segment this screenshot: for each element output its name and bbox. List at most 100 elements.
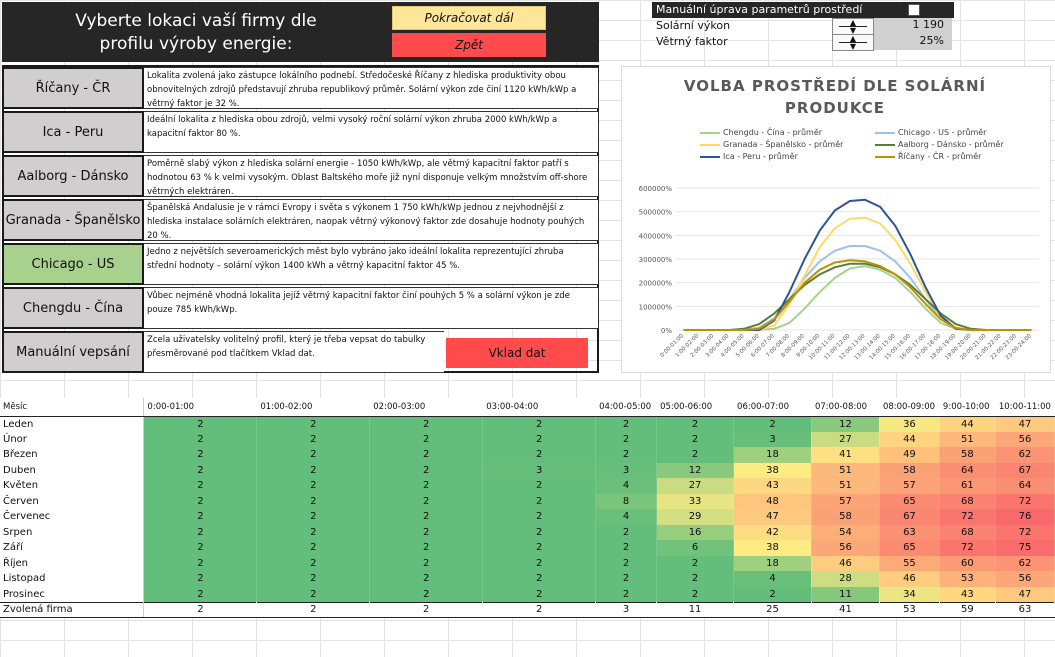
- value-cell[interactable]: 16: [656, 524, 735, 540]
- value-cell[interactable]: 3: [595, 462, 658, 478]
- hour-column-header[interactable]: 0:00-01:00: [143, 398, 258, 417]
- value-cell[interactable]: 8: [595, 493, 658, 509]
- value-cell[interactable]: 2: [369, 571, 484, 587]
- value-cell[interactable]: 28: [811, 571, 880, 587]
- value-cell[interactable]: 2: [256, 540, 371, 556]
- location-button-ricany[interactable]: Říčany - ČR: [2, 67, 144, 109]
- value-cell[interactable]: 72: [939, 509, 996, 525]
- value-cell[interactable]: 2: [656, 555, 735, 571]
- back-button[interactable]: Zpět: [392, 33, 546, 57]
- value-cell[interactable]: 72: [939, 540, 996, 556]
- value-cell[interactable]: 12: [811, 416, 880, 432]
- value-cell[interactable]: 2: [143, 431, 258, 447]
- value-cell[interactable]: 2: [656, 431, 735, 447]
- month-cell[interactable]: Srpen: [0, 524, 145, 540]
- value-cell[interactable]: 51: [811, 462, 880, 478]
- selected-company-value[interactable]: 2: [369, 601, 484, 618]
- value-cell[interactable]: 2: [369, 509, 484, 525]
- value-cell[interactable]: 2: [482, 431, 597, 447]
- value-cell[interactable]: 2: [369, 524, 484, 540]
- location-button-granada[interactable]: Granada - Španělsko: [2, 199, 144, 241]
- selected-company-value[interactable]: 2: [143, 601, 258, 618]
- value-cell[interactable]: 75: [995, 540, 1055, 556]
- value-cell[interactable]: 2: [143, 571, 258, 587]
- value-cell[interactable]: 2: [256, 447, 371, 463]
- selected-company-value[interactable]: 25: [733, 601, 812, 618]
- solar-power-value[interactable]: 1 190: [874, 18, 952, 34]
- value-cell[interactable]: 2: [369, 462, 484, 478]
- month-cell[interactable]: Prosinec: [0, 586, 145, 602]
- hour-column-header[interactable]: 05:00-06:00: [656, 398, 735, 417]
- value-cell[interactable]: 58: [811, 509, 880, 525]
- value-cell[interactable]: 2: [369, 416, 484, 432]
- value-cell[interactable]: 62: [995, 447, 1055, 463]
- solar-power-spinner[interactable]: ▲ ▼: [832, 18, 874, 35]
- value-cell[interactable]: 38: [733, 462, 812, 478]
- hour-column-header[interactable]: 10:00-11:00: [995, 398, 1055, 417]
- value-cell[interactable]: 2: [143, 493, 258, 509]
- value-cell[interactable]: 34: [879, 586, 940, 602]
- value-cell[interactable]: 2: [369, 447, 484, 463]
- value-cell[interactable]: 58: [879, 462, 940, 478]
- value-cell[interactable]: 2: [595, 524, 658, 540]
- value-cell[interactable]: 44: [879, 431, 940, 447]
- value-cell[interactable]: 2: [143, 416, 258, 432]
- location-button-aalborg[interactable]: Aalborg - Dánsko: [2, 155, 144, 197]
- month-cell[interactable]: Leden: [0, 416, 145, 432]
- value-cell[interactable]: 2: [143, 462, 258, 478]
- value-cell[interactable]: 43: [733, 478, 812, 494]
- month-cell[interactable]: Březen: [0, 447, 145, 463]
- value-cell[interactable]: 2: [482, 586, 597, 602]
- value-cell[interactable]: 2: [369, 493, 484, 509]
- chart-area[interactable]: [621, 66, 1051, 373]
- wind-factor-value[interactable]: 25%: [874, 34, 952, 50]
- value-cell[interactable]: 42: [733, 524, 812, 540]
- month-cell[interactable]: Říjen: [0, 555, 145, 571]
- manual-params-checkbox[interactable]: [908, 4, 920, 16]
- month-cell[interactable]: Září: [0, 540, 145, 556]
- value-cell[interactable]: 2: [482, 524, 597, 540]
- value-cell[interactable]: 61: [939, 478, 996, 494]
- value-cell[interactable]: 33: [656, 493, 735, 509]
- value-cell[interactable]: 11: [811, 586, 880, 602]
- value-cell[interactable]: 2: [143, 540, 258, 556]
- selected-company-value[interactable]: 2: [482, 601, 597, 618]
- selected-company-value[interactable]: 3: [595, 601, 658, 618]
- value-cell[interactable]: 2: [369, 478, 484, 494]
- value-cell[interactable]: 60: [939, 555, 996, 571]
- value-cell[interactable]: 2: [482, 447, 597, 463]
- value-cell[interactable]: 27: [656, 478, 735, 494]
- value-cell[interactable]: 47: [995, 416, 1055, 432]
- value-cell[interactable]: 2: [656, 586, 735, 602]
- value-cell[interactable]: 55: [879, 555, 940, 571]
- value-cell[interactable]: 68: [939, 524, 996, 540]
- month-column-header[interactable]: Měsíc: [0, 398, 145, 417]
- value-cell[interactable]: 27: [811, 431, 880, 447]
- value-cell[interactable]: 43: [939, 586, 996, 602]
- hour-column-header[interactable]: 02:00-03:00: [369, 398, 484, 417]
- continue-button[interactable]: Pokračovat dál: [392, 6, 546, 30]
- value-cell[interactable]: 2: [256, 478, 371, 494]
- value-cell[interactable]: 2: [482, 493, 597, 509]
- value-cell[interactable]: 2: [656, 571, 735, 587]
- value-cell[interactable]: 2: [482, 555, 597, 571]
- value-cell[interactable]: 48: [733, 493, 812, 509]
- value-cell[interactable]: 64: [995, 478, 1055, 494]
- value-cell[interactable]: 18: [733, 447, 812, 463]
- value-cell[interactable]: 58: [939, 447, 996, 463]
- value-cell[interactable]: 2: [595, 571, 658, 587]
- value-cell[interactable]: 2: [733, 416, 812, 432]
- value-cell[interactable]: 2: [256, 431, 371, 447]
- month-cell[interactable]: Červen: [0, 493, 145, 509]
- value-cell[interactable]: 2: [482, 540, 597, 556]
- value-cell[interactable]: 2: [369, 431, 484, 447]
- value-cell[interactable]: 2: [143, 524, 258, 540]
- value-cell[interactable]: 2: [256, 571, 371, 587]
- value-cell[interactable]: 56: [811, 540, 880, 556]
- hour-column-header[interactable]: 01:00-02:00: [256, 398, 371, 417]
- value-cell[interactable]: 2: [595, 555, 658, 571]
- value-cell[interactable]: 2: [143, 586, 258, 602]
- value-cell[interactable]: 56: [995, 431, 1055, 447]
- month-cell[interactable]: Únor: [0, 431, 145, 447]
- value-cell[interactable]: 2: [482, 509, 597, 525]
